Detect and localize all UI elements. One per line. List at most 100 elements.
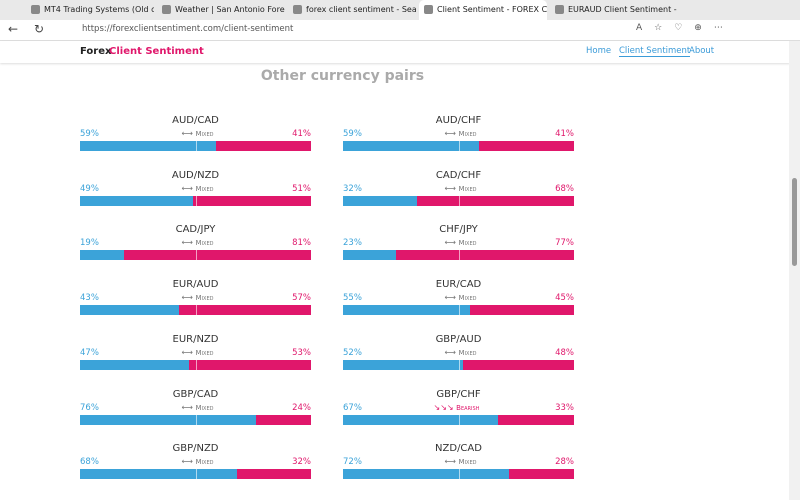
long-bar	[343, 305, 471, 316]
bar-midline	[195, 469, 197, 480]
section-title: Other currency pairs	[260, 68, 425, 84]
long-bar	[80, 141, 217, 151]
sentiment-label: Bearish	[456, 403, 480, 412]
long-bar	[343, 469, 510, 480]
sentiment: ⟷ Mixed	[182, 293, 214, 302]
nav-link[interactable]: Client Sentiment	[619, 46, 691, 57]
long-bar	[80, 414, 256, 425]
tab[interactable]: MT4 Trading Systems (Old or ne	[26, 0, 154, 20]
short-bar	[179, 305, 311, 316]
reload-button[interactable]: ↻	[34, 22, 45, 36]
nav-link[interactable]: About	[689, 46, 715, 56]
sentiment-icon: ⟷	[444, 183, 459, 193]
long-percent: 67%	[343, 402, 362, 413]
short-percent: 45%	[555, 293, 574, 304]
bar-midline	[195, 195, 197, 206]
long-bar	[80, 195, 194, 206]
sentiment: ⟷ Mixed	[445, 348, 477, 357]
long-percent: 19%	[80, 238, 99, 249]
sentiment-label: Mixed	[458, 130, 477, 138]
sentiment-icon: ⟷	[181, 293, 196, 303]
tab-icon	[424, 5, 433, 14]
short-percent: 57%	[292, 293, 311, 304]
sentiment: ↘↘↘ Bearish	[434, 403, 480, 412]
long-percent: 59%	[343, 129, 362, 139]
nav-link[interactable]: Home	[586, 46, 612, 56]
pair-name: CHF/JPY	[439, 224, 478, 236]
short-bar	[193, 195, 311, 206]
sentiment-label: Mixed	[195, 458, 214, 467]
long-percent: 55%	[343, 293, 362, 304]
tab[interactable]: forex client sentiment - Search	[288, 0, 416, 20]
sentiment-icon: ⟷	[444, 457, 459, 467]
sentiment-icon: ⟷	[444, 238, 459, 248]
sentiment-label: Mixed	[458, 239, 477, 248]
bar-midline	[458, 469, 460, 480]
scrollbar[interactable]	[789, 41, 800, 500]
sentiment: ⟷ Mixed	[445, 293, 477, 302]
short-percent: 81%	[292, 238, 311, 249]
sentiment-icon: ↘↘↘	[433, 402, 457, 412]
short-percent: 53%	[292, 347, 311, 358]
short-percent: 41%	[555, 129, 574, 139]
pair-name: GBP/AUD	[435, 333, 482, 345]
sentiment: ⟷ Mixed	[445, 238, 477, 247]
logo[interactable]: Forex	[80, 46, 112, 57]
bar-midline	[458, 195, 460, 206]
tab[interactable]: EURAUD Client Sentiment - FOR	[550, 0, 678, 20]
sentiment-icon: ⟷	[181, 183, 196, 193]
tab[interactable]: Weather | San Antonio Forecast	[157, 0, 285, 20]
toolbar-icons[interactable]: A☆♡⊕⋯	[636, 23, 735, 33]
sentiment: ⟷ Mixed	[182, 238, 214, 247]
bar-midline	[458, 414, 460, 425]
sentiment: ⟷ Mixed	[445, 184, 477, 193]
short-bar	[188, 359, 311, 370]
long-percent: 49%	[80, 183, 99, 194]
bar-midline	[458, 359, 460, 370]
tab-icon	[31, 5, 40, 14]
sentiment-label: Mixed	[195, 403, 214, 412]
short-percent: 32%	[292, 457, 311, 468]
long-percent: 52%	[343, 347, 362, 358]
long-bar	[343, 359, 464, 370]
long-bar	[343, 414, 498, 425]
pair-name: GBP/NZD	[172, 443, 219, 455]
sentiment-icon: ⟷	[444, 347, 459, 357]
pair-name: EUR/AUD	[172, 279, 219, 291]
back-button[interactable]: ←	[8, 22, 19, 36]
sentiment: ⟷ Mixed	[182, 348, 214, 357]
sentiment-icon: ⟷	[181, 238, 196, 248]
pair-name: NZD/CAD	[435, 443, 482, 455]
short-percent: 77%	[555, 238, 574, 249]
long-bar	[80, 469, 238, 480]
long-bar	[343, 250, 397, 261]
short-bar	[123, 250, 311, 261]
short-bar	[396, 250, 574, 261]
pair-name: CAD/CHF	[435, 169, 482, 181]
bar-midline	[195, 141, 197, 151]
address-bar[interactable]: https://forexclientsentiment.com/client-…	[82, 24, 294, 34]
short-bar	[497, 414, 574, 425]
long-bar	[343, 141, 480, 151]
sentiment: ⟷ Mixed	[182, 457, 214, 466]
sentiment-icon: ⟷	[444, 293, 459, 303]
pair-name: GBP/CAD	[172, 388, 219, 400]
sentiment-label: Mixed	[195, 130, 214, 138]
long-bar	[80, 359, 189, 370]
sentiment-label: Mixed	[458, 294, 477, 303]
bar-midline	[458, 250, 460, 261]
logo-accent[interactable]: Client Sentiment	[109, 46, 204, 57]
short-percent: 48%	[555, 347, 574, 358]
tab[interactable]: Client Sentiment - FOREX Client	[419, 0, 547, 20]
long-percent: 23%	[343, 238, 362, 249]
sentiment: ⟷ Mixed	[182, 403, 214, 412]
pair-name: EUR/CAD	[435, 279, 482, 291]
sentiment-icon: ⟷	[181, 457, 196, 467]
toolbar: ← ↻ https://forexclientsentiment.com/cli…	[0, 20, 800, 41]
long-bar	[343, 195, 417, 206]
long-percent: 43%	[80, 293, 99, 304]
sentiment-label: Mixed	[195, 184, 214, 193]
scroll-thumb[interactable]	[792, 178, 797, 266]
pair-name: GBP/CHF	[436, 388, 481, 400]
sentiment: ⟷ Mixed	[445, 129, 477, 138]
